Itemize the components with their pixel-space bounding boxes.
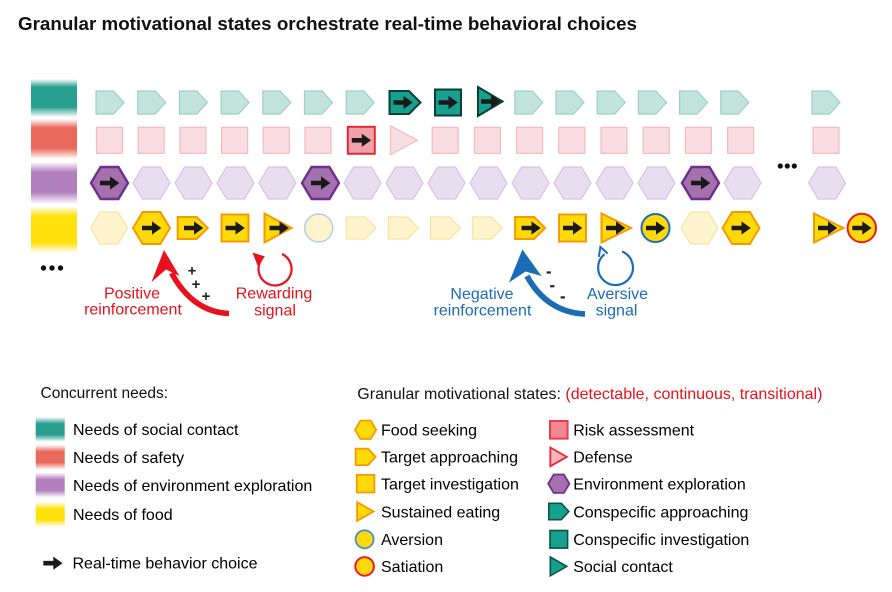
- svg-text:+: +: [202, 288, 211, 305]
- svg-text:Aversion: Aversion: [381, 532, 443, 549]
- svg-text:+: +: [188, 262, 197, 279]
- svg-text:reinforcement: reinforcement: [84, 302, 182, 319]
- svg-text:Sustained eating: Sustained eating: [381, 504, 500, 521]
- svg-text:Concurrent needs:: Concurrent needs:: [41, 385, 169, 402]
- svg-text:Real-time behavior choice: Real-time behavior choice: [73, 556, 258, 573]
- svg-text:Defense: Defense: [573, 450, 633, 467]
- svg-text:+: +: [192, 276, 201, 293]
- svg-text:reinforcement: reinforcement: [434, 303, 532, 320]
- svg-text:Granular motivational states:: Granular motivational states: (detectabl…: [357, 386, 822, 403]
- svg-text:Needs of food: Needs of food: [73, 507, 173, 524]
- svg-text:Conspecific approaching: Conspecific approaching: [573, 504, 748, 521]
- svg-text:signal: signal: [254, 303, 296, 320]
- svg-text:Social contact: Social contact: [573, 559, 673, 576]
- svg-text:Positive: Positive: [104, 286, 160, 303]
- svg-text:signal: signal: [596, 303, 638, 320]
- svg-text:Needs of environment explorati: Needs of environment exploration: [73, 478, 312, 495]
- svg-text:Target approaching: Target approaching: [381, 450, 518, 467]
- svg-text:Negative: Negative: [450, 286, 513, 303]
- svg-text:Environment exploration: Environment exploration: [573, 477, 746, 494]
- svg-text:Granular motivational states o: Granular motivational states orchestrate…: [18, 13, 637, 34]
- svg-text:Satiation: Satiation: [381, 559, 443, 576]
- svg-text:Aversive: Aversive: [587, 286, 648, 303]
- svg-text:Conspecific investigation: Conspecific investigation: [573, 532, 749, 549]
- svg-text:Target investigation: Target investigation: [381, 477, 519, 494]
- svg-text:Needs of safety: Needs of safety: [73, 450, 184, 467]
- svg-text:Food seeking: Food seeking: [381, 423, 477, 440]
- svg-text:Rewarding: Rewarding: [236, 286, 312, 303]
- svg-text:Needs of social contact: Needs of social contact: [73, 422, 239, 439]
- svg-text:Risk assessment: Risk assessment: [573, 423, 694, 440]
